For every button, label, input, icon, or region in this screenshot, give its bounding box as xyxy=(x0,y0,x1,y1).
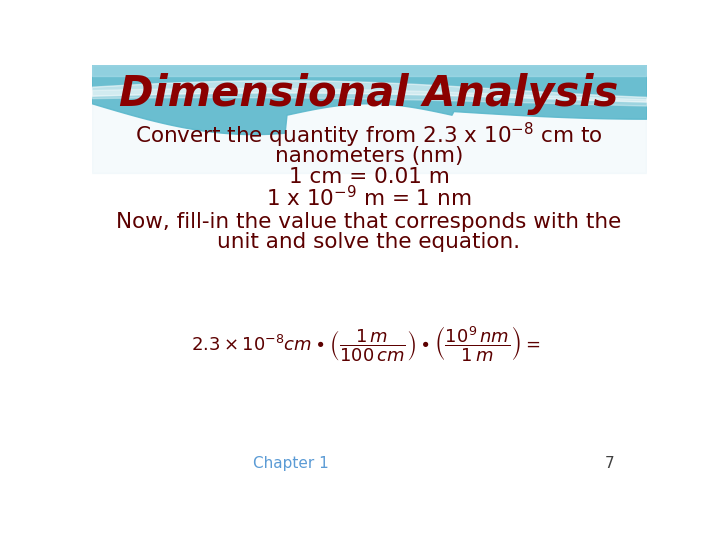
Text: Now, fill-in the value that corresponds with the: Now, fill-in the value that corresponds … xyxy=(117,212,621,232)
Text: 1 x 10$^{-9}$ m = 1 nm: 1 x 10$^{-9}$ m = 1 nm xyxy=(266,185,472,211)
Text: $2.3\times10^{-8}\mathit{cm}\bullet\left(\dfrac{1\,\mathit{m}}{100\,\mathit{cm}}: $2.3\times10^{-8}\mathit{cm}\bullet\left… xyxy=(191,324,540,363)
Text: unit and solve the equation.: unit and solve the equation. xyxy=(217,232,521,252)
Text: Dimensional Analysis: Dimensional Analysis xyxy=(120,73,618,115)
Text: 1 cm = 0.01 m: 1 cm = 0.01 m xyxy=(289,167,449,187)
Text: 7: 7 xyxy=(604,456,614,471)
Text: nanometers (nm): nanometers (nm) xyxy=(275,146,463,166)
Text: Chapter 1: Chapter 1 xyxy=(253,456,328,471)
Text: Convert the quantity from 2.3 x 10$^{-8}$ cm to: Convert the quantity from 2.3 x 10$^{-8}… xyxy=(135,121,603,150)
